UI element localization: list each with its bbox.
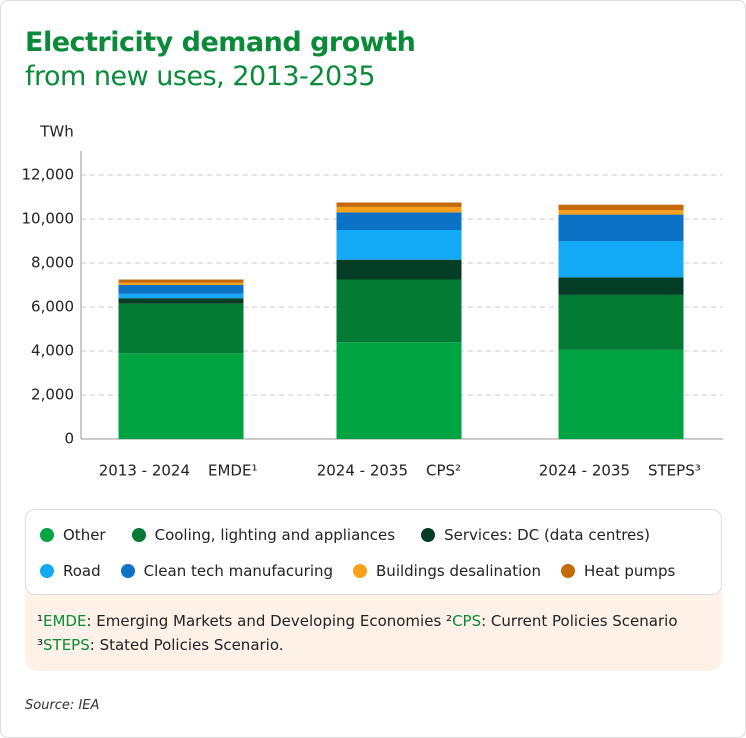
footnote: ³STEPS: Stated Policies Scenario. — [37, 636, 284, 654]
legend-item: Road — [40, 562, 101, 580]
legend-marker — [120, 564, 135, 578]
bar-segment — [336, 212, 462, 230]
footnote-mark: ¹ — [37, 612, 44, 630]
bar-segment — [336, 279, 462, 343]
y-tick-label: 2,000 — [31, 386, 74, 404]
legend-marker — [560, 564, 575, 578]
bar-segment — [336, 206, 462, 213]
legend-item: Clean tech manufacuring — [120, 562, 334, 580]
legend-marker — [40, 564, 54, 578]
y-tick-label: 12,000 — [22, 166, 75, 184]
bar-segment — [558, 204, 684, 211]
bar-segment — [118, 298, 244, 304]
legend-marker — [131, 528, 146, 542]
bar-segment — [118, 285, 244, 294]
chart: TWh 0 2,000 4,000 6,000 8,000 10,000 12,000 201… — [22, 123, 723, 480]
bar-segment — [558, 349, 684, 439]
y-tick-label: 8,000 — [31, 254, 74, 272]
legend-marker — [40, 528, 54, 542]
y-tick-label: 0 — [64, 430, 74, 448]
x-tick-label: 2024 - 2035 — [317, 462, 408, 480]
bar-segment — [118, 282, 244, 285]
footnotes: ¹EMDE: Emerging Markets and Developing E… — [25, 581, 722, 671]
footnote-term: STEPS — [43, 636, 90, 654]
footnote-text: : Stated Policies Scenario. — [89, 636, 284, 654]
y-tick-label: 4,000 — [31, 342, 74, 360]
scenario-label: CPS² — [426, 462, 461, 480]
bar-segment — [558, 241, 684, 278]
bar-segment — [336, 259, 462, 280]
y-axis-label: TWh — [39, 123, 74, 141]
bar-segment — [118, 279, 244, 283]
bar-segment — [336, 342, 462, 439]
legend-item: Cooling, lighting and appliances — [131, 526, 396, 544]
legend-marker — [421, 528, 436, 542]
footnote-term: CPS — [452, 612, 482, 630]
bar-segment — [118, 293, 244, 299]
source: Source: IEA — [25, 698, 100, 713]
legend: Other Cooling, lighting and appliances Ser… — [25, 509, 722, 595]
legend-row: Road Clean tech manufacuring Buildings des… — [40, 562, 675, 580]
legend-label: Services: DC (data centres) — [444, 526, 650, 544]
footnote-mark: ² — [446, 612, 453, 630]
bar-segment — [336, 230, 462, 260]
footnote-text: : Current Policies Scenario — [481, 612, 678, 630]
x-tick-label: 2013 - 2024 — [99, 462, 190, 480]
bar-segment — [558, 294, 684, 350]
x-tick-label: 2024 - 2035 — [539, 462, 630, 480]
legend-marker — [353, 564, 368, 578]
y-tick-label: 6,000 — [31, 298, 74, 316]
legend-row: Other Cooling, lighting and appliances Ser… — [40, 526, 650, 544]
footnote: ²CPS: Current Policies Scenario — [446, 612, 677, 630]
bar-segment — [558, 277, 684, 295]
legend-label: Road — [63, 562, 101, 580]
scenario-label: EMDE¹ — [208, 462, 257, 480]
legend-item: Buildings desalination — [353, 562, 541, 580]
footnote: ¹EMDE: Emerging Markets and Developing E… — [37, 612, 441, 630]
legend-item: Other — [40, 526, 106, 544]
bar-segment — [558, 210, 684, 215]
legend-label: Clean tech manufacuring — [143, 562, 334, 580]
bar-segment — [558, 214, 684, 241]
legend-label: Cooling, lighting and appliances — [154, 526, 396, 544]
y-tick-label: 10,000 — [22, 210, 75, 228]
bar-segment — [118, 353, 244, 439]
bar-segment — [118, 303, 244, 354]
legend-item: Heat pumps — [560, 562, 676, 580]
bar-segment — [336, 202, 462, 207]
legend-label: Other — [63, 526, 106, 544]
legend-label: Heat pumps — [583, 562, 676, 580]
footnote-mark: ³ — [37, 636, 44, 654]
chart-subtitle: from new uses, 2013-2035 — [25, 61, 376, 92]
legend-label: Buildings desalination — [376, 562, 541, 580]
legend-item: Services: DC (data centres) — [421, 526, 650, 544]
footnote-term: EMDE — [43, 612, 87, 630]
scenario-label: STEPS³ — [648, 462, 701, 480]
footnote-text: : Emerging Markets and Developing Econom… — [86, 612, 442, 630]
chart-title: Electricity demand growth — [25, 27, 416, 58]
